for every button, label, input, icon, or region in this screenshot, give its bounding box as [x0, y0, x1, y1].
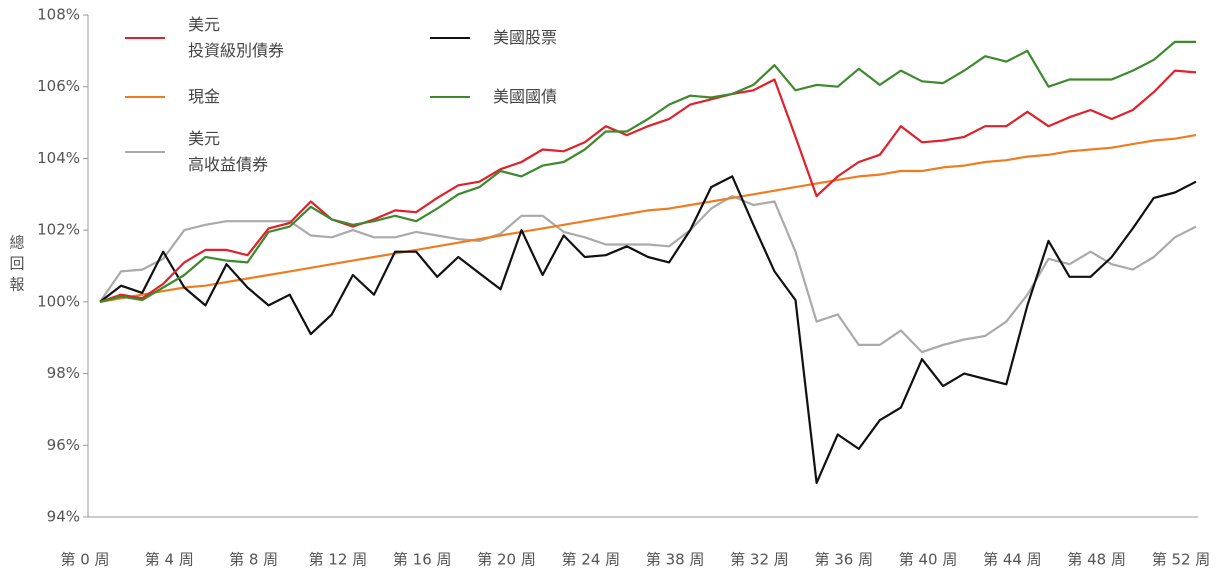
x-tick-label: 第 32 周	[730, 551, 789, 569]
legend-swatch	[125, 95, 165, 99]
series-line	[99, 195, 1197, 354]
x-tick-label: 第 0 周	[60, 551, 109, 569]
series-line	[99, 175, 1197, 484]
y-tick-label: 100%	[37, 292, 80, 310]
legend-label: 美元 高收益債券	[188, 129, 269, 174]
legend-swatch	[430, 95, 470, 99]
y-tick-label: 106%	[37, 77, 80, 95]
x-tick-label: 第 44 周	[983, 551, 1042, 569]
y-tick-label: 98%	[47, 364, 80, 382]
series-line	[99, 69, 1197, 303]
x-tick-label: 第 52 周	[1152, 551, 1211, 569]
x-tick-label: 第 20 周	[477, 551, 536, 569]
x-tick-label: 第 8 周	[229, 551, 278, 569]
legend-swatch	[125, 150, 165, 154]
legend-item: 美國股票	[430, 25, 557, 51]
legend-item: 美元 高收益債券	[125, 126, 268, 178]
legend-swatch	[430, 36, 470, 40]
legend-swatch	[125, 36, 165, 40]
y-tick-label: 108%	[37, 6, 80, 24]
x-tick-label: 第 48 周	[1067, 551, 1126, 569]
legend-item: 美國國債	[430, 84, 557, 110]
series-line	[99, 134, 1197, 303]
x-tick-label: 第 40 周	[899, 551, 958, 569]
legend-label: 美國股票	[493, 28, 558, 47]
y-tick-label: 94%	[47, 508, 80, 526]
x-tick-label: 第 12 周	[309, 551, 368, 569]
legend-item: 現金	[125, 84, 220, 110]
legend-label: 美元 投資級別債券	[188, 15, 285, 60]
x-tick-label: 第 36 周	[814, 551, 873, 569]
legend-label: 美國國債	[493, 87, 558, 106]
y-tick-label: 96%	[47, 436, 80, 454]
legend-label: 現金	[188, 87, 221, 106]
y-axis-label: 總回報	[8, 234, 26, 298]
x-tick-label: 第 16 周	[393, 551, 452, 569]
y-tick-label: 102%	[37, 221, 80, 239]
y-tick-label: 104%	[37, 149, 80, 167]
x-tick-label: 第 4 周	[145, 551, 194, 569]
series-line	[99, 40, 1196, 303]
legend-item: 美元 投資級別債券	[125, 12, 284, 64]
x-tick-label: 第 24 周	[562, 551, 621, 569]
x-tick-label: 第 38 周	[646, 551, 705, 569]
